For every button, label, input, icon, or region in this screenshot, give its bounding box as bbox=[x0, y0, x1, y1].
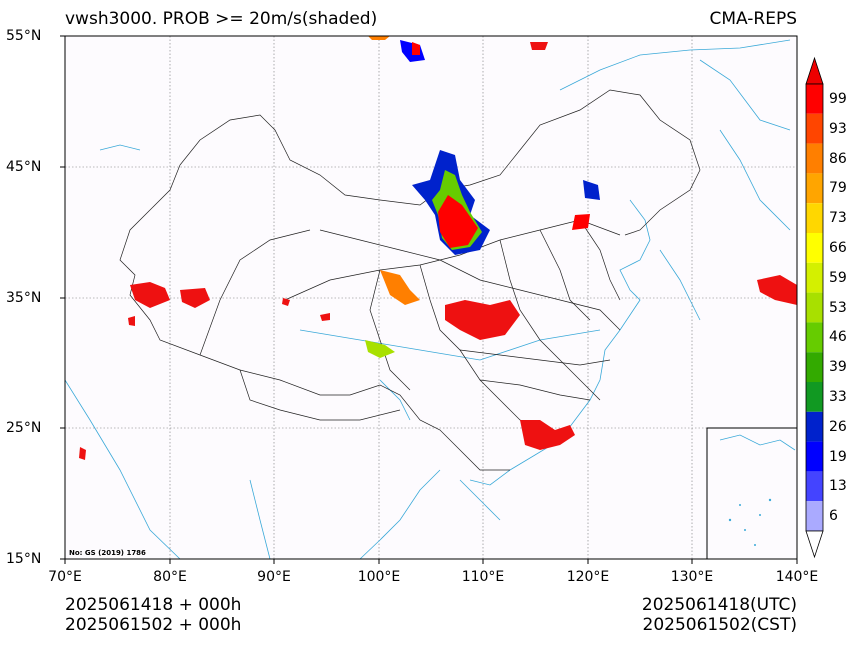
colorbar-segment bbox=[806, 441, 823, 472]
plot-area bbox=[65, 36, 797, 559]
colorbar-label: 26 bbox=[829, 418, 847, 435]
init-time-utc: 2025061418 + 000h bbox=[65, 595, 242, 615]
footer-left: 2025061418 + 000h 2025061502 + 000h bbox=[65, 595, 241, 635]
colorbar-label: 53 bbox=[829, 299, 847, 316]
colorbar-bottom-arrow bbox=[805, 530, 824, 559]
map-approval-note: No: GS (2019) 1786 bbox=[69, 549, 146, 557]
gridlines bbox=[65, 36, 797, 559]
colorbar-top-arrow bbox=[805, 56, 824, 85]
borders bbox=[119, 89, 701, 471]
lat-tick-label: 35°N bbox=[6, 290, 42, 306]
lat-tick-label: 15°N bbox=[6, 551, 42, 567]
colorbar-segment bbox=[806, 501, 823, 531]
colorbar-segment bbox=[806, 262, 823, 293]
inset-islands bbox=[728, 498, 772, 546]
init-time-cst: 2025061502 + 000h bbox=[65, 615, 242, 635]
colorbar-segment bbox=[806, 233, 823, 263]
colorbar-segment bbox=[806, 292, 823, 323]
colorbar-segment bbox=[806, 322, 823, 353]
lon-tick-label: 100°E bbox=[357, 569, 401, 585]
lat-tick-label: 55°N bbox=[6, 28, 42, 44]
colorbar-label: 79 bbox=[829, 180, 847, 197]
lat-tick-label: 45°N bbox=[6, 159, 42, 175]
map-title: vwsh3000. PROB >= 20m/s(shaded) bbox=[65, 9, 378, 29]
colorbar-label: 93 bbox=[829, 120, 847, 137]
colorbar-segment bbox=[806, 113, 823, 144]
tick-marks bbox=[60, 35, 798, 564]
model-name: CMA-REPS bbox=[709, 9, 797, 29]
colorbar-label: 33 bbox=[829, 388, 847, 405]
lon-tick-label: 80°E bbox=[153, 569, 187, 585]
lon-tick-label: 130°E bbox=[670, 569, 714, 585]
colorbar-segment bbox=[806, 84, 823, 114]
colorbar-segment bbox=[806, 382, 823, 412]
colorbar-label: 99 bbox=[829, 90, 847, 107]
valid-time-cst: 2025061502(CST) bbox=[642, 615, 797, 635]
lon-tick-label: 70°E bbox=[48, 569, 82, 585]
colorbar-label: 19 bbox=[829, 448, 847, 465]
colorbar-label: 39 bbox=[829, 359, 847, 376]
colorbar-label: 73 bbox=[829, 210, 847, 227]
colorbar-segment bbox=[806, 411, 823, 442]
lat-tick-label: 25°N bbox=[6, 420, 42, 436]
colorbar-label: 59 bbox=[829, 269, 847, 286]
colorbar bbox=[805, 56, 824, 559]
coastlines bbox=[64, 39, 791, 560]
lon-tick-label: 110°E bbox=[461, 569, 505, 585]
colorbar-segment bbox=[806, 203, 823, 233]
colorbar-segment bbox=[806, 352, 823, 382]
footer-right: 2025061418(UTC) 2025061502(CST) bbox=[642, 595, 797, 635]
lon-tick-label: 140°E bbox=[775, 569, 819, 585]
probability-shading bbox=[79, 36, 797, 460]
colorbar-label: 86 bbox=[829, 150, 847, 167]
colorbar-label: 66 bbox=[829, 239, 847, 256]
lon-tick-label: 90°E bbox=[257, 569, 291, 585]
colorbar-label: 6 bbox=[829, 508, 838, 525]
colorbar-segment bbox=[806, 143, 823, 174]
colorbar-label: 13 bbox=[829, 478, 847, 495]
south-china-sea-inset bbox=[706, 427, 798, 560]
valid-time-utc: 2025061418(UTC) bbox=[641, 595, 797, 615]
colorbar-label: 46 bbox=[829, 329, 847, 346]
colorbar-segment bbox=[806, 471, 823, 502]
colorbar-segment bbox=[806, 173, 823, 204]
lon-tick-label: 120°E bbox=[566, 569, 610, 585]
